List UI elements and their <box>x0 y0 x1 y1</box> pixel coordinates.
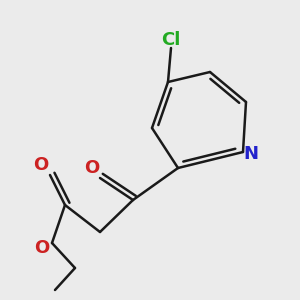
Text: O: O <box>84 159 100 177</box>
Text: O: O <box>34 239 50 257</box>
Text: Cl: Cl <box>161 31 181 49</box>
Text: O: O <box>33 156 49 174</box>
Text: N: N <box>244 145 259 163</box>
